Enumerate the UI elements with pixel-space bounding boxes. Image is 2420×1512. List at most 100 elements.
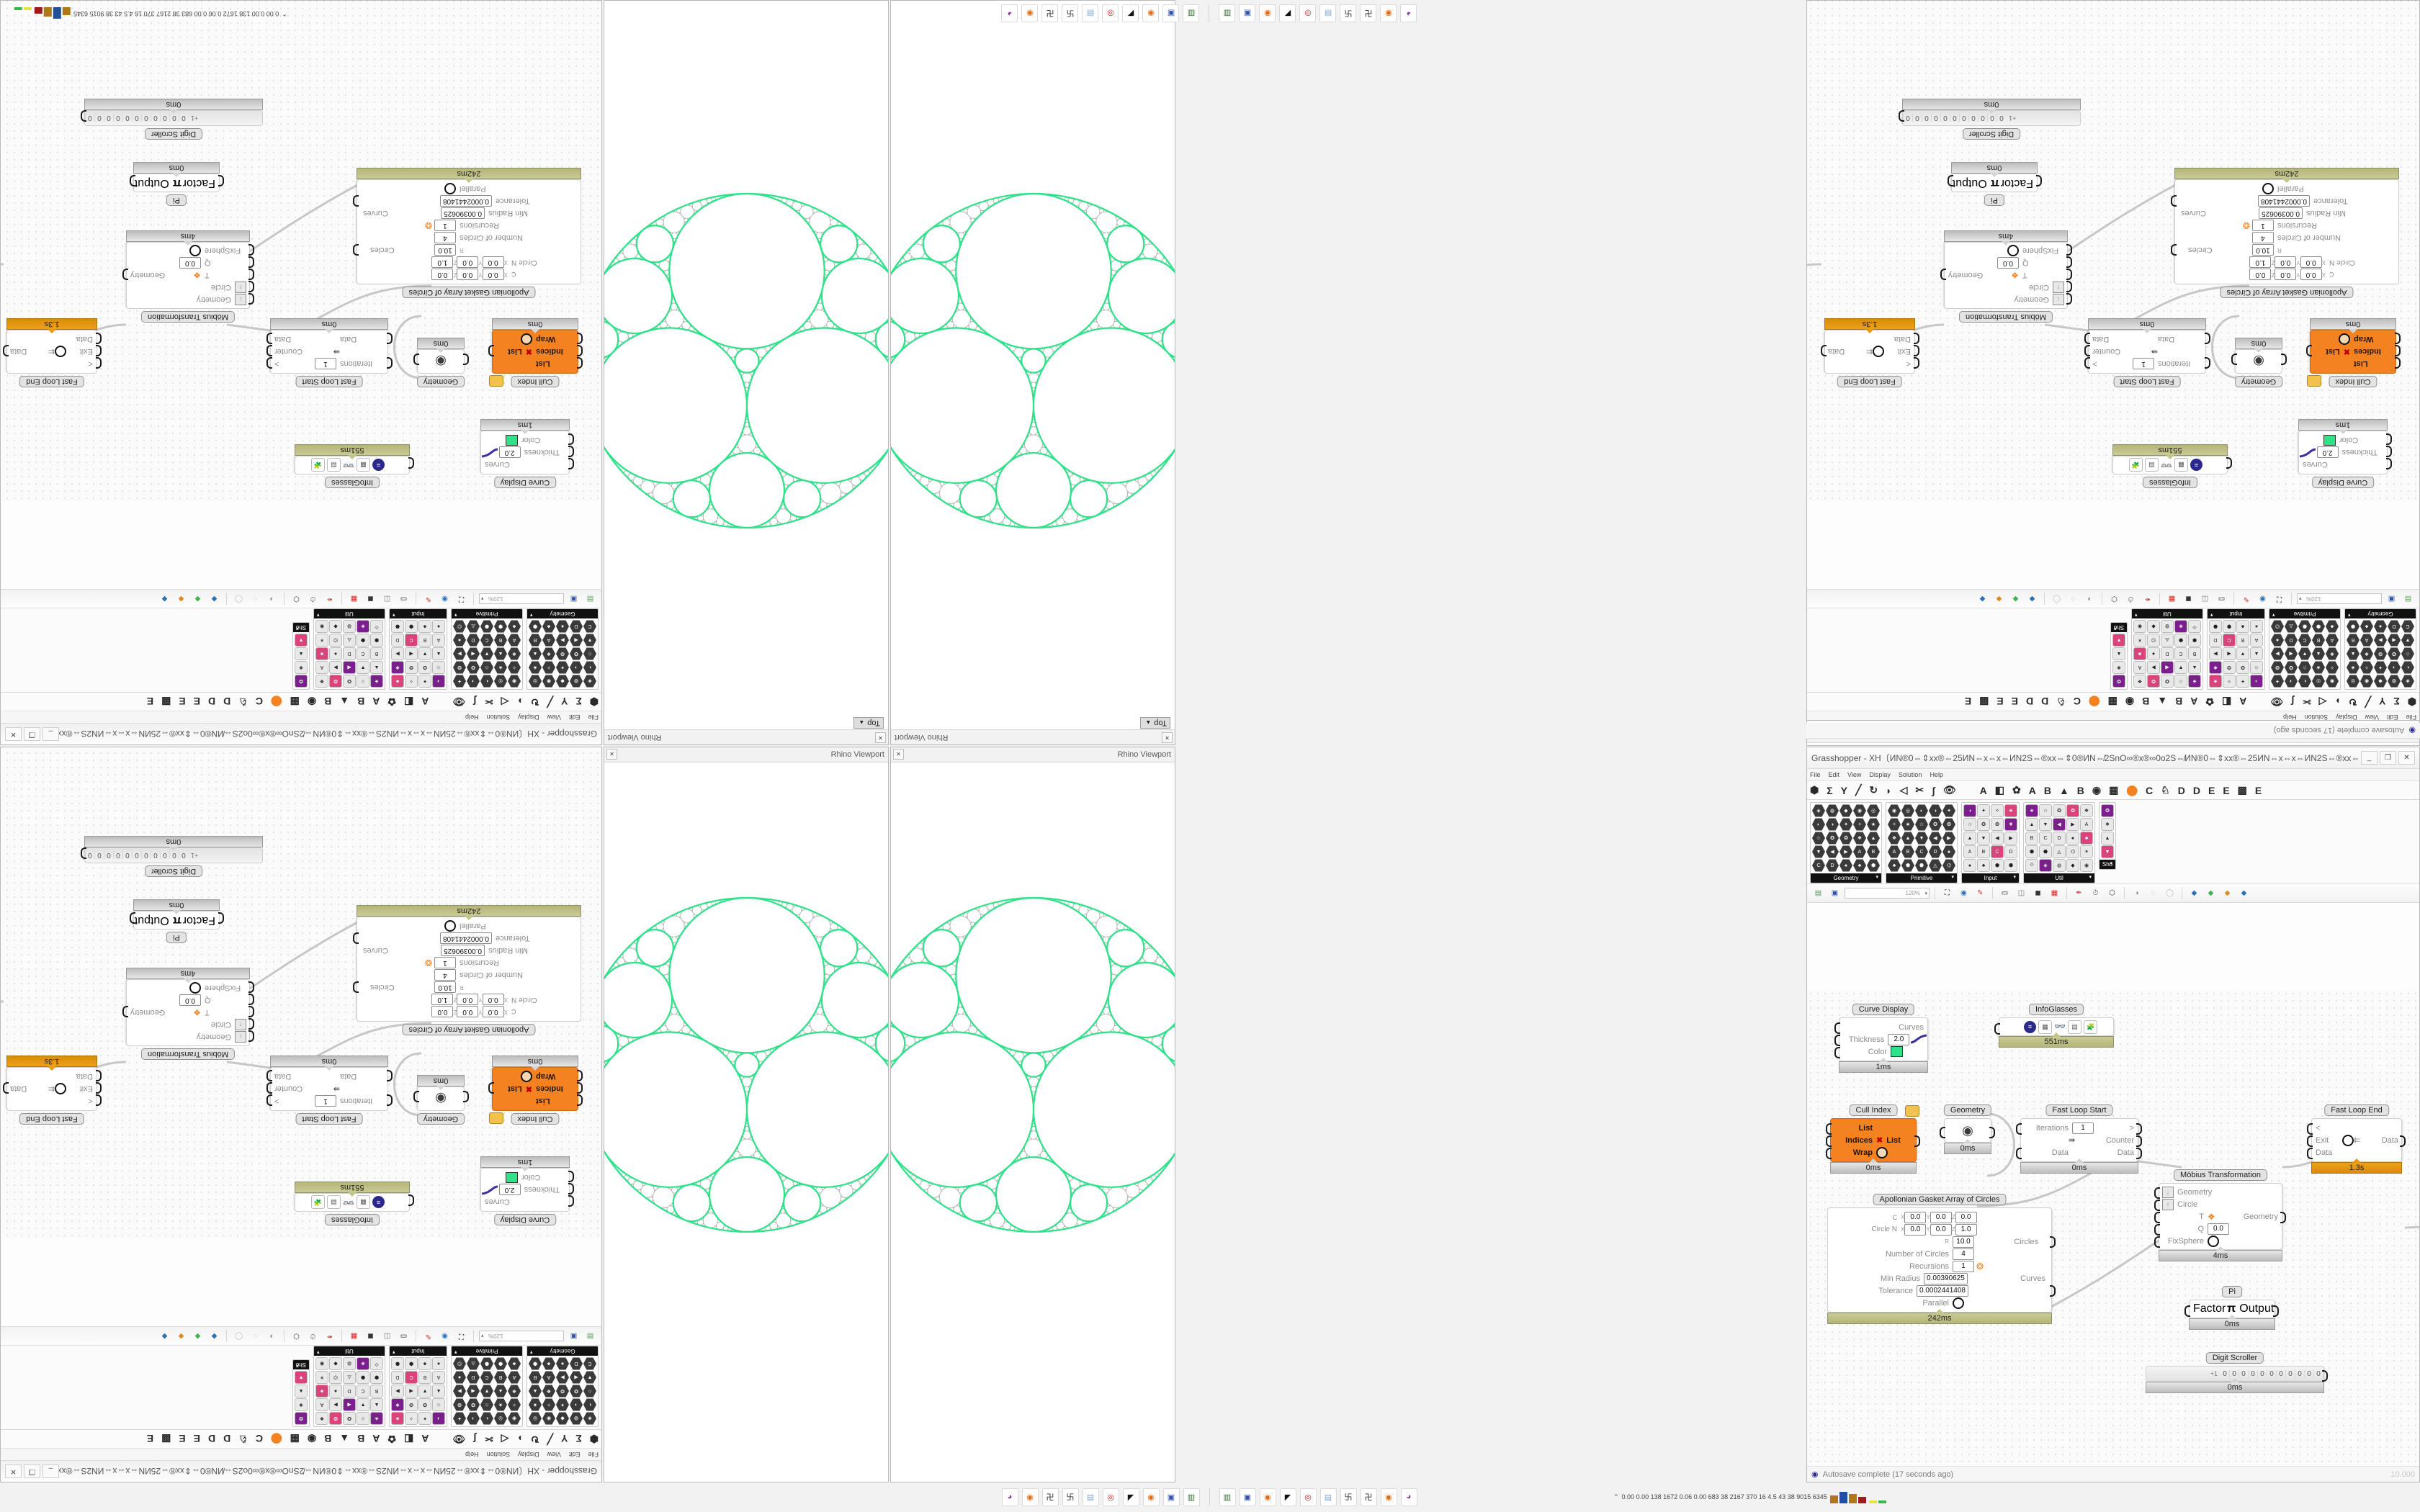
ribbon-panel-primitive[interactable]: ◉ ◎ ◐ ◑ ✦ ✧ ★ ☆ ✪ ❂ ❖ ▲ ▼ ◀ ▶ A B C D ♠ ♣ ⬢ ⬣ ◬ ⌬ Primitive [1886, 802, 1958, 883]
param-row-wrap[interactable]: Wrap [2311, 333, 2396, 346]
output-port-icon[interactable] [2050, 1285, 2056, 1297]
input-port-icon[interactable] [408, 460, 414, 469]
ribbon-icon-grid[interactable]: ◈ ◍ ◆ ◉ ◎ ◐ ◑ ✦ ✧ ★ ☆ ✪ ❂ ❖ ▲ ▼ ◀ ▶ A B C D ♠ ♣ ⬢ [527, 618, 598, 689]
ribbon-component-icon[interactable]: ◈ [2174, 620, 2187, 633]
gh-canvas-nodes-clone[interactable]: Curve Display Curves Thickness 2.0 Color [1807, 1, 2419, 502]
addon-a3-tab[interactable]: ✿ [2205, 696, 2215, 708]
param-row-circle-n[interactable]: Circle N X 0.0 Y 0.0 Z 1.0 [1828, 1223, 2051, 1236]
output-port-icon[interactable] [2170, 198, 2177, 207]
close-button[interactable]: ✕ [5, 727, 22, 741]
node-body[interactable]: ◉ [1940, 1118, 1995, 1143]
ribbon-component-icon[interactable]: ♠ [2066, 832, 2079, 845]
param-row-data[interactable]: Data Data [2089, 333, 2205, 346]
param-row-list[interactable]: List [2311, 358, 2396, 370]
preview-shaded-icon[interactable]: ◑ [2087, 595, 2092, 603]
ribbon-panel-label[interactable]: Util [2024, 873, 2094, 883]
ribbon-component-icon[interactable]: ♠ [1963, 859, 1976, 872]
gh-canvas-toolbar-br[interactable]: ▤ ▣ 120% ⛶ ◉ ✎ ▭ ◫ ◼ ▦ ✒ ⏱ ⬡ ◑ ◌ ◯ ◆ ◆ ◆ ◆ [1807, 883, 2419, 903]
input-port-icon[interactable] [2154, 1236, 2161, 1248]
ribbon-component-icon[interactable]: ✪ [2236, 661, 2249, 674]
ribbon-component-icon[interactable]: B [494, 634, 507, 647]
ribbon-component-icon[interactable]: ◬ [2053, 845, 2066, 858]
ribbon-component-icon[interactable]: ◈ [357, 620, 369, 633]
surface-tab[interactable]: ◗ [2334, 696, 2341, 708]
cluster-icon[interactable]: ◫ [2017, 889, 2025, 897]
ribbon-component-icon[interactable]: ◎ [529, 675, 542, 688]
preview-off-icon[interactable]: ◯ [234, 595, 243, 603]
vector-tab[interactable]: ╱ [2365, 696, 2372, 708]
cluster-icon[interactable]: ◫ [2201, 595, 2209, 603]
addon-b3-tab[interactable]: B [2142, 696, 2150, 708]
color-c-icon[interactable]: ◆ [1996, 595, 2002, 603]
display-icon[interactable]: ▦ [350, 595, 358, 603]
ribbon-component-icon[interactable]: ♣ [1977, 859, 1990, 872]
addon-b3-tab[interactable]: B [2076, 784, 2084, 796]
addon-c1-tab[interactable]: ⬤ [270, 696, 282, 708]
bake-icon[interactable]: ◼ [367, 595, 374, 603]
glasses-icon[interactable]: 👓 [342, 460, 354, 471]
ribbon-component-icon[interactable]: B [2236, 634, 2249, 647]
n-y-field[interactable]: 0.0 [1930, 1223, 1952, 1236]
ribbon-component-icon[interactable]: ◑ [432, 675, 445, 688]
ribbon-component-icon[interactable]: ✧ [2223, 675, 2236, 688]
iterations-field[interactable]: 1 [2133, 358, 2154, 370]
input-port-icon[interactable] [386, 336, 393, 344]
ribbon-component-icon[interactable]: ✧ [1888, 818, 1901, 831]
param-row-curves[interactable]: Curves [2299, 459, 2387, 471]
widget-icon[interactable]: ⬡ [2111, 595, 2118, 603]
node-fast-loop-end[interactable]: Fast Loop End < Exit ⇇ Data Data [6, 318, 97, 387]
input-port-icon[interactable] [2066, 247, 2072, 256]
ribbon-icon-grid[interactable]: ◑ ✦ ✧ ★ ☆ ✪ ❂ ❖ ▲ ▼ ◀ ▶ A B C D ♠ ♣ ⬢ ⬣ [2208, 618, 2264, 689]
node-fast-loop-end[interactable]: Fast Loop End < Exit ⇇ Data Data [2307, 1104, 2406, 1174]
c-z-field[interactable]: 0.0 [1955, 1211, 1977, 1223]
param-row-wrap[interactable]: Wrap [493, 333, 578, 346]
gh-tabbar-tr[interactable]: ⬢ Σ Y ╱ ↻ ◗ ◁ ✂ ʃ 👁 A ◧ ✿ A B ▲ B ◉ ▦ ⬤ C ♘ D D E E ▩ E [1807, 692, 2419, 711]
ribbon-component-icon[interactable]: ◀ [2285, 647, 2298, 660]
color-a-icon[interactable]: ◆ [211, 595, 218, 603]
ribbon-component-icon[interactable]: ✪ [2161, 675, 2174, 688]
ribbon-component-icon[interactable]: ◐ [2401, 661, 2414, 674]
param-row-q[interactable]: Q 0.0 [1945, 257, 2067, 269]
fixsphere-toggle[interactable] [2208, 1235, 2219, 1247]
addon-e3-tab[interactable]: ▩ [2237, 784, 2247, 796]
ribbon-component-icon[interactable]: ❖ [508, 647, 521, 660]
sets-tab[interactable]: Y [561, 696, 568, 708]
ribbon-component-icon[interactable]: ★ [2188, 675, 2201, 688]
node-body[interactable]: < Exit ⇇ Data Data [6, 330, 97, 374]
ribbon-component-icon[interactable]: ⬢ [529, 620, 542, 633]
ribbon-component-icon[interactable]: ◉ [1853, 804, 1866, 817]
ribbon-component-icon[interactable]: ◑ [1929, 804, 1942, 817]
ribbon-component-icon[interactable]: D [2388, 620, 2401, 633]
ribbon-component-icon[interactable]: A [508, 634, 521, 647]
ribbon-component-icon[interactable]: ✦ [418, 675, 431, 688]
ribbon-component-icon[interactable]: ▶ [391, 647, 404, 660]
ribbon-component-icon[interactable]: ☆ [357, 675, 369, 688]
ribbon-component-icon[interactable]: ✦ [1839, 818, 1852, 831]
ribbon-component-icon[interactable]: D [343, 647, 356, 660]
zoom-level-combo[interactable]: 120% [2297, 593, 2382, 604]
ribbon-component-icon[interactable]: ▶ [2374, 634, 2387, 647]
ribbon-component-icon[interactable]: D [2209, 634, 2222, 647]
ribbon-component-icon[interactable]: ▼ [2039, 818, 2052, 831]
ribbon-component-icon[interactable]: ❂ [405, 661, 418, 674]
addon-d1-tab[interactable]: D [2041, 696, 2049, 708]
output-port-icon[interactable] [2136, 1123, 2143, 1135]
ribbon-component-icon[interactable]: ❂ [2101, 804, 2114, 817]
ribbon-component-icon[interactable]: ▶ [453, 647, 466, 660]
ribbon-panel-util[interactable]: ★ ☆ ✪ ❂ ❖ ▲ ▼ ◀ ▶ A B C D ♠ ♣ ⬢ ⬣ ◬ ⌬ ✶ ⟐ ◈ ◍ ◆ ◉ Util [313, 608, 385, 690]
ribbon-component-icon[interactable]: ◐ [2298, 675, 2311, 688]
node-apollonian-gasket[interactable]: Apollonian Gasket Array of Circles C X 0.… [1827, 1194, 2056, 1324]
addon-b4-tab[interactable]: ◉ [307, 696, 317, 708]
n-z-field[interactable]: 1.0 [2249, 256, 2272, 269]
ribbon-component-icon[interactable]: ▲ [2188, 661, 2201, 674]
addon-e2-tab[interactable]: E [2223, 784, 2230, 796]
ribbon-component-icon[interactable]: ▲ [2101, 832, 2114, 845]
viewport-close-icon[interactable]: ✕ [606, 749, 617, 760]
maths-tab[interactable]: Σ [575, 696, 582, 708]
capsule-icon[interactable]: ▭ [2001, 889, 2009, 897]
param-row-tolerance[interactable]: Tolerance 0.0002441408 [1828, 1284, 2051, 1297]
input-port-icon[interactable] [576, 360, 583, 369]
ribbon-component-icon[interactable]: ▼ [2401, 634, 2414, 647]
digit-cell[interactable]: 0 [1912, 114, 1922, 122]
